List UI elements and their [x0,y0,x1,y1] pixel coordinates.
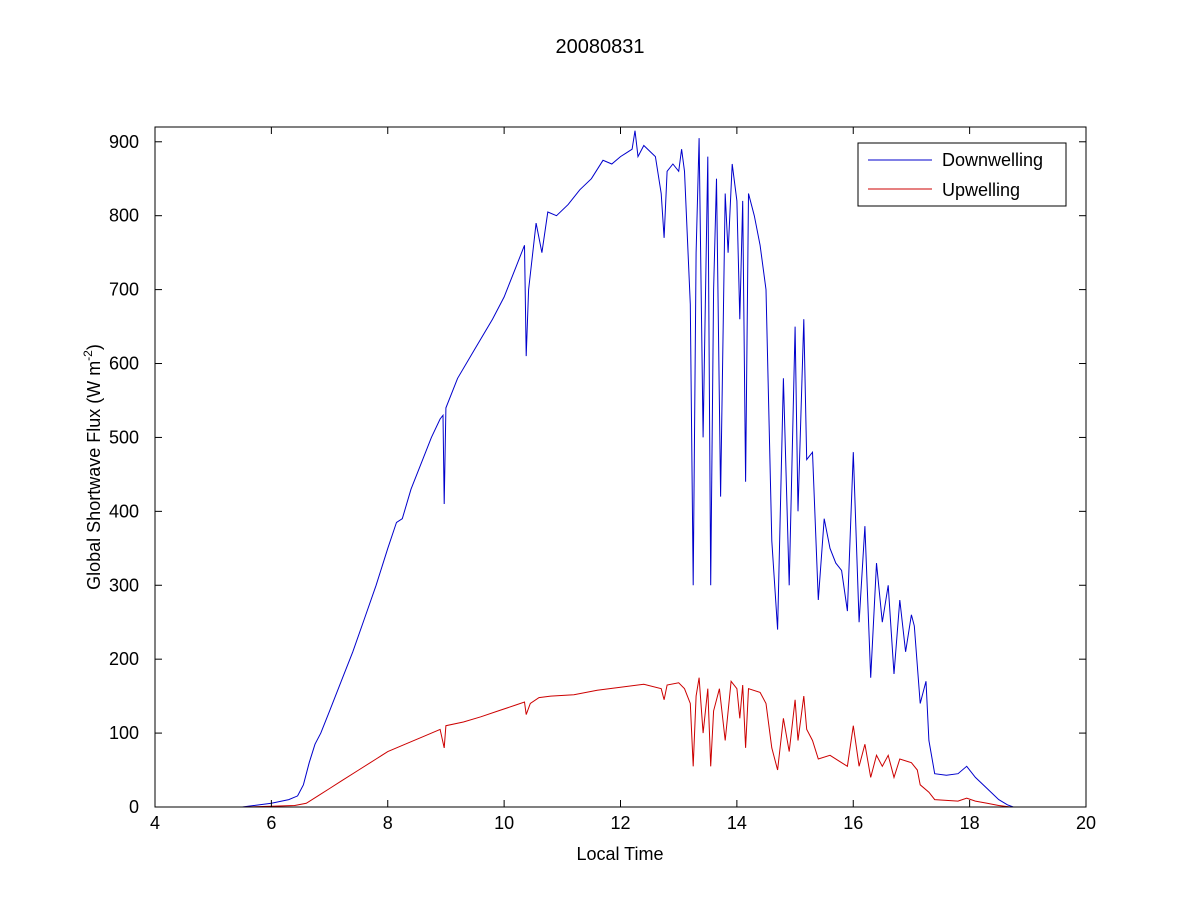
y-tick-label: 0 [129,797,139,817]
y-tick-label: 200 [109,649,139,669]
x-tick-label: 16 [843,813,863,833]
series-line-upwelling [219,677,1011,808]
x-tick-label: 10 [494,813,514,833]
x-tick-label: 20 [1076,813,1096,833]
y-tick-label: 800 [109,206,139,226]
x-tick-label: 4 [150,813,160,833]
legend-label-downwelling: Downwelling [942,150,1043,170]
x-tick-label: 14 [727,813,747,833]
series-layer [172,130,1014,808]
y-tick-label: 600 [109,354,139,374]
plot-frame [154,126,1087,808]
legend: Downwelling Upwelling [857,142,1067,207]
x-tick-label: 8 [383,813,393,833]
chart-title: 20080831 [556,36,645,58]
x-tick-label: 6 [266,813,276,833]
y-axis-label-main: Global Shortwave Flux (W m [84,361,104,590]
y-axis-label-sup: -2 [81,350,95,361]
series-line-downwelling [172,130,1014,808]
y-tick-label: 500 [109,427,139,447]
x-tick-label: 12 [610,813,630,833]
legend-label-upwelling: Upwelling [942,180,1020,200]
tick-layer: 4 6 8 10 12 14 16 18 200100200300400500600700800… [109,127,1096,833]
y-tick-label: 300 [109,575,139,595]
y-axis-label: Global Shortwave Flux (W m-2) [81,344,104,590]
y-tick-label: 100 [109,723,139,743]
y-tick-label: 700 [109,280,139,300]
y-axis-label-tail: ) [84,344,104,350]
plot-area [155,127,1086,807]
legend-box [857,142,1067,207]
x-axis-label: Local Time [576,844,663,864]
y-tick-label: 900 [109,132,139,152]
y-tick-label: 400 [109,501,139,521]
x-tick-label: 18 [960,813,980,833]
